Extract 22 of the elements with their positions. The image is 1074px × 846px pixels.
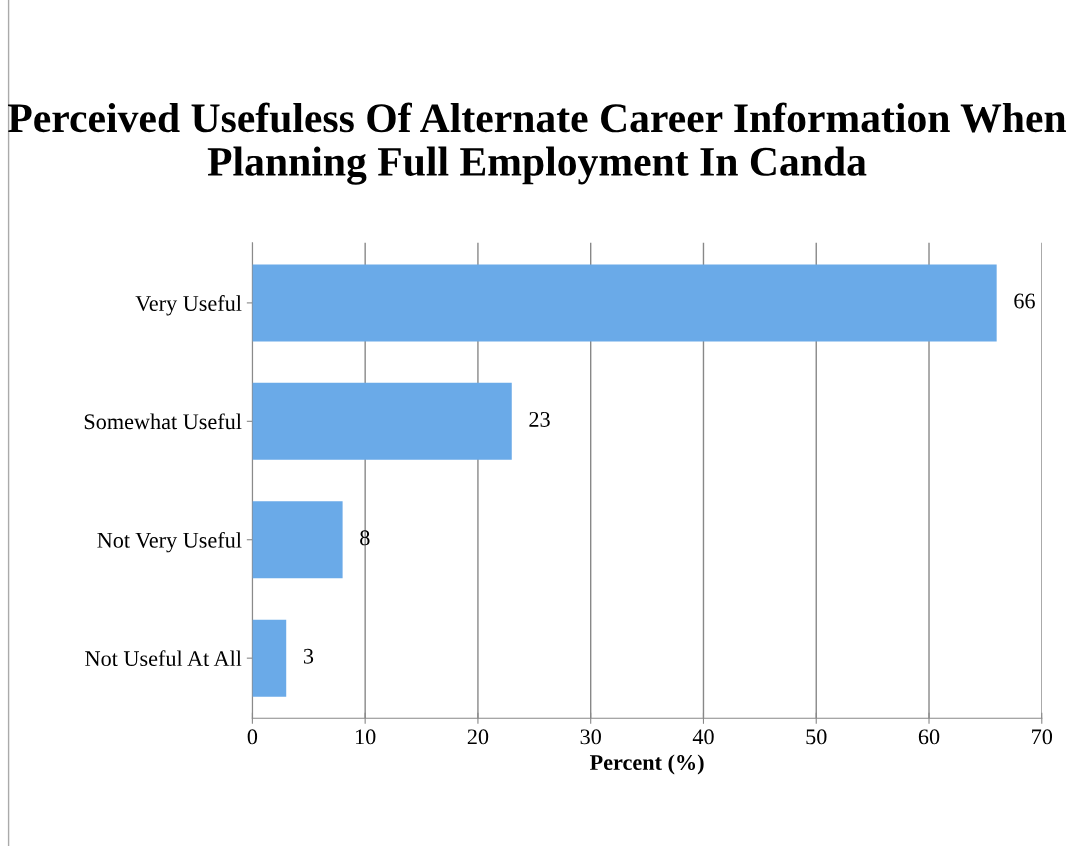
- data-label: 8: [360, 530, 370, 546]
- x-tick-label: 20: [467, 729, 489, 745]
- x-tick-label: 30: [580, 729, 601, 745]
- data-label: 23: [529, 411, 550, 427]
- bar: [252, 619, 287, 697]
- bar: [252, 264, 997, 342]
- y-tick-label: Very Useful: [135, 295, 242, 316]
- x-axis-title: Percent (%): [589, 754, 704, 775]
- x-tick-label: 50: [806, 729, 827, 745]
- data-label: 66: [1014, 293, 1035, 309]
- y-tick-label: Somewhat Useful: [84, 413, 242, 430]
- x-tick-label: 40: [692, 729, 714, 745]
- y-tick-label: Not Useful At All: [85, 650, 242, 667]
- data-label: 3: [303, 648, 314, 664]
- bar: [252, 501, 343, 579]
- bar: [252, 382, 512, 460]
- x-tick-label: 60: [918, 729, 940, 745]
- chart-title: Perceived Usefuless Of Alternate Career Information When Planning Full Employment In Canda: [8, 102, 1067, 185]
- x-tick-label: 0: [247, 729, 258, 745]
- y-tick-label: Not Very Useful: [97, 531, 242, 553]
- x-tick-label: 10: [356, 729, 376, 745]
- x-tick-label: 70: [1032, 729, 1053, 745]
